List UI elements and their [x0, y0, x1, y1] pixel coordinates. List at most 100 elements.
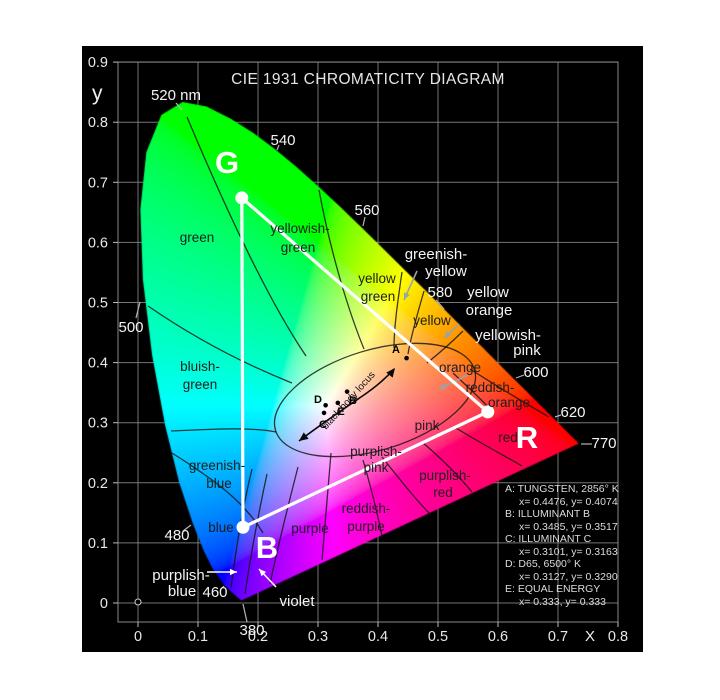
primary-label-R: R — [516, 420, 538, 455]
wavelength-label-500: 500 — [118, 319, 143, 336]
wavelength-tick — [362, 216, 366, 227]
primary-point-B — [236, 520, 250, 534]
white-region-ellipse — [273, 342, 477, 458]
illuminant-label-A: A — [392, 344, 400, 356]
region-boundary — [321, 452, 332, 561]
region-boundary — [407, 290, 425, 355]
region-label-green: green — [183, 377, 218, 392]
black-body-arrow-upper — [386, 368, 395, 378]
legend-coords-B: x= 0.3485, y= 0.3517 — [519, 520, 618, 533]
region-boundary — [269, 466, 299, 585]
black-body-curve — [298, 368, 395, 442]
region-label-reddish: reddish- — [342, 501, 391, 516]
wavelength-label-600: 600 — [523, 364, 548, 381]
primary-label-G: G — [215, 145, 239, 180]
region-label-purplish: purplish- — [419, 468, 471, 483]
region-label-purple: purple — [291, 521, 329, 536]
primary-point-G — [235, 191, 249, 205]
wavelength-tick — [135, 301, 141, 319]
wavelength-tick — [220, 585, 225, 590]
wavelength-tick — [242, 603, 248, 623]
region-label-green: green — [281, 240, 316, 255]
region-boundary — [421, 441, 473, 493]
region-label-greenish: greenish- — [189, 458, 245, 473]
region-label-yellow: yellow — [413, 313, 451, 328]
illuminant-point-A — [404, 355, 409, 361]
wavelength-label-540: 540 — [270, 132, 295, 149]
region-label-yellowish: yellowish- — [270, 221, 329, 236]
purplish-blue-arrow-head — [230, 568, 237, 576]
region-label-reddish: reddish- — [466, 380, 515, 395]
black-body-arrow-lower — [299, 432, 309, 441]
chart-title: CIE 1931 CHROMATICITY DIAGRAM — [231, 71, 505, 88]
region-label-pink: pink — [415, 418, 440, 433]
wavelength-tick — [182, 524, 192, 532]
region-boundary — [318, 189, 365, 350]
wavelength-tick — [435, 299, 445, 310]
wavelength-label-560: 560 — [354, 202, 379, 219]
region-label-purplish: purplish- — [350, 444, 402, 459]
region-boundary — [469, 368, 550, 418]
region-boundary — [186, 116, 307, 357]
illuminant-label-C: C — [319, 419, 327, 431]
legend-coords-D: x= 0.3127, y= 0.3290 — [519, 570, 618, 583]
orange-arrow-head — [444, 330, 452, 338]
legend-entry-D: D: D65, 6500° K — [505, 558, 581, 571]
illuminant-point-D — [323, 402, 328, 408]
labels: 520 nm 540 560 580 600 620 770 500 480 460 380 gree… — [118, 87, 616, 639]
illuminant-point-B — [344, 389, 350, 394]
region-label-red: red — [498, 430, 518, 445]
region-label-green: green — [180, 230, 215, 245]
legend-entry-E: E: EQUAL ENERGY — [505, 583, 601, 596]
wavelength-label-520-nm: 520 nm — [151, 87, 201, 104]
wavelength-label-460: 460 — [202, 584, 227, 601]
rgb-triangle-outline — [240, 196, 490, 529]
illuminant-label-E: E — [337, 406, 344, 418]
wavelength-label-770: 770 — [591, 435, 616, 452]
region-label-yellowish: yellowish- — [475, 327, 541, 344]
region-label-greenish: greenish- — [405, 246, 468, 263]
region-label-purple: purple — [347, 519, 385, 534]
wavelength-label-580: 580 — [427, 284, 452, 301]
x-axis-label: X — [585, 628, 595, 645]
region-label-yellow: yellow — [425, 263, 467, 280]
rgb-triangle: G B R — [215, 145, 538, 565]
legend-entry-B: B: ILLUMINANT B — [505, 508, 590, 521]
wavelength-tick — [515, 374, 525, 379]
primary-point-R — [481, 405, 495, 419]
region-label-orange: orange — [466, 302, 513, 319]
region-label-bluish: bluish- — [180, 359, 220, 374]
legend-entry-C: C: ILLUMINANT C — [505, 533, 592, 546]
primary-label-B: B — [256, 530, 278, 565]
legend-coords-E: x= 0.333, y= 0.333 — [519, 595, 606, 608]
region-boundary — [170, 428, 277, 433]
region-boundary — [244, 473, 268, 595]
wavelength-tick — [554, 414, 562, 418]
region-label-blue: blue — [208, 520, 234, 535]
legend-coords-A: x= 0.4476, y= 0.4074 — [519, 495, 618, 508]
illuminant-label-B: B — [349, 395, 357, 407]
region-label-blue: blue — [168, 583, 196, 600]
region-label-violet: violet — [279, 593, 315, 610]
greenish-yellow-arrow-head — [403, 292, 410, 300]
wavelength-label-620: 620 — [560, 404, 585, 421]
region-boundary — [381, 456, 432, 516]
yellowish-pink-arrow-head — [439, 383, 447, 389]
illuminant-point-E — [335, 400, 341, 406]
region-label-orange: orange — [488, 395, 530, 410]
wavelength-tick — [276, 144, 280, 151]
region-boundary — [147, 305, 293, 384]
region-label-blue: blue — [206, 476, 232, 491]
region-boundary — [393, 271, 403, 349]
region-label-red: red — [433, 485, 453, 500]
wavelength-tick — [175, 102, 183, 111]
region-label-green: green — [361, 289, 396, 304]
wavelength-label-380: 380 — [239, 622, 264, 639]
region-label-pink: pink — [364, 460, 389, 475]
y-axis-label: y — [92, 82, 103, 105]
